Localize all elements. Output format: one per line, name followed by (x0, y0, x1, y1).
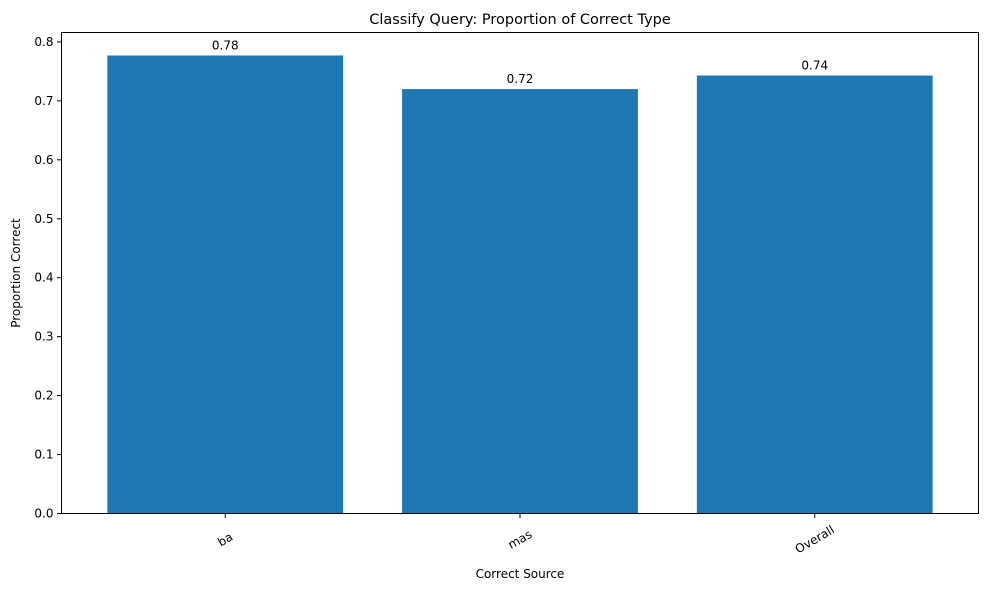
y-tick-label: 0.8 (34, 35, 53, 49)
bar-overall (696, 75, 933, 514)
y-tick-label: 0.6 (34, 153, 53, 167)
bar-ba (107, 55, 344, 514)
bar-mas (402, 89, 638, 514)
y-tick-label: 0.7 (34, 94, 53, 108)
plot-frame (61, 32, 979, 514)
data-label-ba: 0.78 (212, 38, 239, 52)
x-tick-label-mas: mas (506, 527, 535, 552)
y-tick-label: 0.5 (34, 212, 53, 226)
y-tick-label: 0.4 (34, 271, 53, 285)
x-tick-label-overall: Overall (793, 523, 837, 557)
data-label-mas: 0.72 (507, 72, 534, 86)
plot-area: 0.78 0.72 0.74 (107, 38, 933, 514)
y-tick-label: 0.0 (34, 507, 53, 521)
data-label-overall: 0.74 (801, 59, 828, 73)
y-tick-label: 0.2 (34, 389, 53, 403)
x-axis: ba mas Overall (215, 513, 837, 557)
chart-title: Classify Query: Proportion of Correct Ty… (369, 12, 671, 28)
y-tick-label: 0.3 (34, 330, 53, 344)
y-axis-label: Proportion Correct (9, 218, 23, 328)
y-tick-label: 0.1 (34, 448, 53, 462)
x-tick-label-ba: ba (215, 530, 235, 550)
y-axis: 0.0 0.1 0.2 0.3 0.4 0.5 0.6 0.7 0.8 (34, 35, 62, 521)
x-axis-label: Correct Source (476, 567, 565, 581)
